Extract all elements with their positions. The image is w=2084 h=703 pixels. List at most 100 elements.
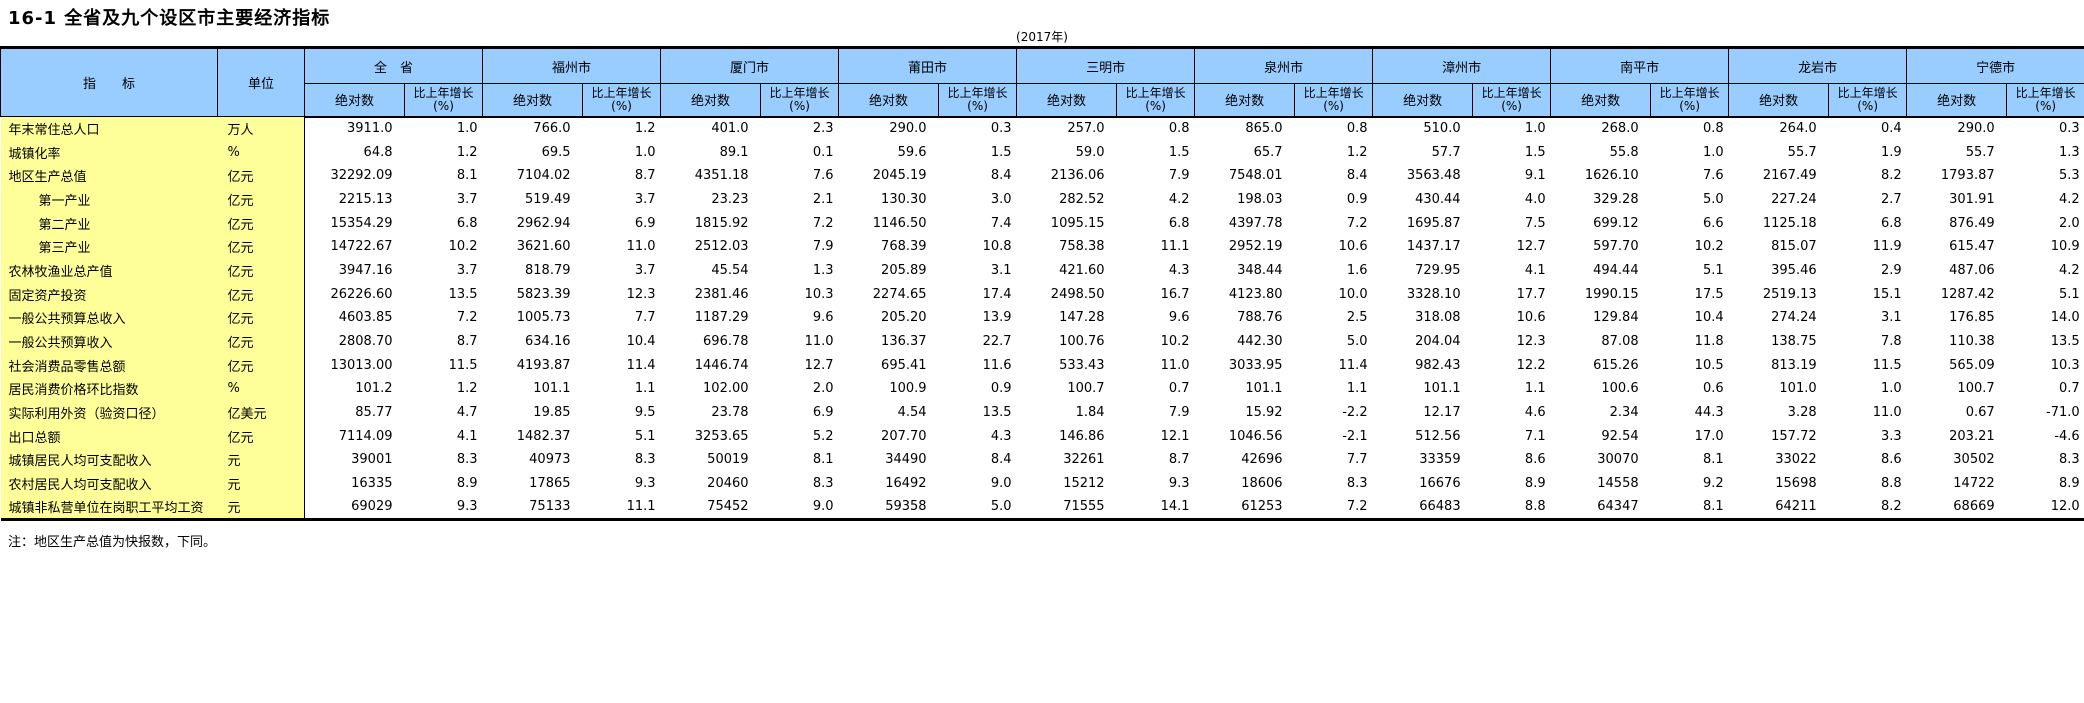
row-unit: % [217,140,305,164]
growth-value-r3-c1: 8.1 [456,168,478,184]
abs-value-r17-c7: 66483 [1419,499,1461,515]
growth-value-r12-c8: 0.6 [1702,381,1724,397]
region-header-3: 厦门市 [660,47,840,84]
growth-value-r1-c2: 1.2 [634,121,656,137]
growth-value-r10-c10: 13.5 [2050,334,2080,350]
growth-value-r5-c8: 6.6 [1702,215,1724,231]
growth-value-r15-c1: 8.3 [456,452,478,468]
abs-value-r10-c9: 138.75 [1771,334,1817,350]
growth-value-r9-c4: 13.9 [982,310,1012,326]
indicator-column-header: 指 标 [0,47,218,117]
table-row: 居民消费价格环比指数% 101.2 1.2 101.1 1.1 102.00 2.0 100.… [0,377,2084,401]
growth-value-r4-c6: 0.9 [1346,191,1368,207]
growth-value-r3-c3: 7.6 [812,168,834,184]
growth-value-r5-c3: 7.2 [812,215,834,231]
growth-value-r17-c3: 9.0 [812,499,834,515]
abs-header-9: 绝对数 [1728,83,1830,118]
growth-value-r7-c5: 4.3 [1168,262,1190,278]
abs-value-r17-c4: 59358 [885,499,927,515]
growth-value-r17-c1: 9.3 [456,499,478,515]
abs-value-r1-c6: 865.0 [1245,121,1283,137]
abs-value-r6-c6: 2952.19 [1228,239,1283,255]
growth-value-r13-c3: 6.9 [812,405,834,421]
abs-value-r6-c4: 768.39 [881,239,927,255]
row-label: 城镇化率 [0,140,218,164]
abs-value-r14-c6: 1046.56 [1228,428,1283,444]
row-unit: 亿元 [217,211,305,235]
abs-value-r8-c10: 1287.42 [1940,286,1995,302]
table-row: 年末常住总人口 万人 3911.0 1.0 766.0 1.2 401.0 2.3 290.0 0… [0,116,2084,141]
growth-value-r8-c6: 10.0 [1338,286,1368,302]
abs-value-r4-c8: 329.28 [1593,191,1639,207]
abs-value-r1-c3: 401.0 [711,121,749,137]
growth-value-r9-c5: 9.6 [1168,310,1190,326]
table-row: 固定资产投资 亿元 26226.60 13.5 5823.39 12.3 2381.46 10… [0,282,2084,306]
growth-value-r15-c4: 8.4 [990,452,1012,468]
growth-value-r11-c3: 12.7 [804,357,834,373]
row-unit: 亿美元 [217,400,305,425]
growth-value-r2-c3: 0.1 [812,144,834,160]
abs-value-r17-c6: 61253 [1241,499,1283,515]
growth-value-r7-c7: 4.1 [1524,262,1546,278]
growth-header-line1: 比上年增长 [413,86,474,101]
growth-value-r16-c3: 8.3 [812,476,834,492]
abs-value-r5-c4: 1146.50 [872,215,927,231]
growth-value-r7-c4: 3.1 [990,262,1012,278]
abs-value-r5-c1: 15354.29 [330,215,393,231]
abs-value-r12-c4: 100.9 [889,381,927,397]
abs-value-r13-c10: 0.67 [1965,405,1995,421]
year-label: (2017年) [1016,30,1068,44]
abs-value-r11-c5: 533.43 [1059,357,1105,373]
growth-value-r7-c8: 5.1 [1702,262,1724,278]
table-row: 第一产业 亿元 2215.13 3.7 519.49 3.7 23.23 2.1 130.30 3… [0,187,2084,212]
growth-value-r8-c3: 10.3 [804,286,834,302]
table-row: 实际利用外资（验资口径） 亿美元 85.77 4.7 19.85 9.5 23.78 6.9 4… [0,400,2084,425]
abs-value-r2-c9: 55.7 [1787,144,1817,160]
abs-value-r1-c4: 290.0 [889,121,927,137]
growth-header-9: 比上年增长 (%) [1828,83,1908,118]
growth-value-r10-c8: 11.8 [1694,334,1724,350]
abs-value-r11-c9: 813.19 [1771,357,1817,373]
row-label: 居民消费价格环比指数 [0,377,218,401]
abs-value-r10-c5: 100.76 [1059,334,1105,350]
growth-value-r5-c2: 6.9 [634,215,656,231]
growth-value-r8-c2: 12.3 [626,286,656,302]
growth-value-r1-c3: 2.3 [812,121,834,137]
region-header-1: 全 省 [303,47,484,84]
growth-header-line2: (%) [967,99,988,114]
growth-value-r17-c10: 12.0 [2050,499,2080,515]
table-row: 城镇化率% 64.8 1.2 69.5 1.0 89.1 0.1 59.6 1.5 59.0 1.5… [0,140,2084,164]
growth-value-r14-c4: 4.3 [990,428,1012,444]
growth-value-r14-c7: 7.1 [1524,428,1546,444]
abs-value-r4-c6: 198.03 [1237,191,1283,207]
growth-header-7: 比上年增长 (%) [1472,83,1552,118]
abs-value-r2-c7: 57.7 [1431,144,1461,160]
abs-value-r6-c5: 758.38 [1059,239,1105,255]
growth-value-r17-c2: 11.1 [626,499,656,515]
growth-value-r8-c4: 17.4 [982,286,1012,302]
abs-value-r5-c8: 699.12 [1593,215,1639,231]
abs-value-r12-c10: 100.7 [1957,381,1995,397]
abs-value-r4-c9: 227.24 [1771,191,1817,207]
region-header-7: 漳州市 [1372,47,1552,84]
abs-value-r3-c4: 2045.19 [872,168,927,184]
region-header-4: 莆田市 [838,47,1018,84]
row-label: 地区生产总值 [0,163,218,188]
growth-value-r2-c8: 1.0 [1702,144,1724,160]
abs-value-r10-c7: 204.04 [1415,334,1461,350]
abs-value-r4-c5: 282.52 [1059,191,1105,207]
growth-value-r12-c9: 1.0 [1880,381,1902,397]
growth-value-r5-c10: 2.0 [2058,215,2080,231]
abs-value-r2-c4: 59.6 [897,144,927,160]
header-row-measures: 绝对数 比上年增长 (%) 绝对数 比上年增长 (%) 绝对数 比上年增长 (%) 绝对数 比上年增… [1,83,2084,118]
growth-header-10: 比上年增长 (%) [2006,83,2084,118]
abs-value-r3-c7: 3563.48 [1406,168,1461,184]
abs-value-r12-c6: 101.1 [1245,381,1283,397]
growth-header-line1: 比上年增长 [1303,86,1364,101]
abs-value-r7-c5: 421.60 [1059,262,1105,278]
abs-value-r2-c10: 55.7 [1965,144,1995,160]
growth-value-r2-c10: 1.3 [2058,144,2080,160]
abs-value-r16-c1: 16335 [351,476,393,492]
abs-value-r5-c3: 1815.92 [694,215,749,231]
abs-value-r12-c2: 101.1 [533,381,571,397]
